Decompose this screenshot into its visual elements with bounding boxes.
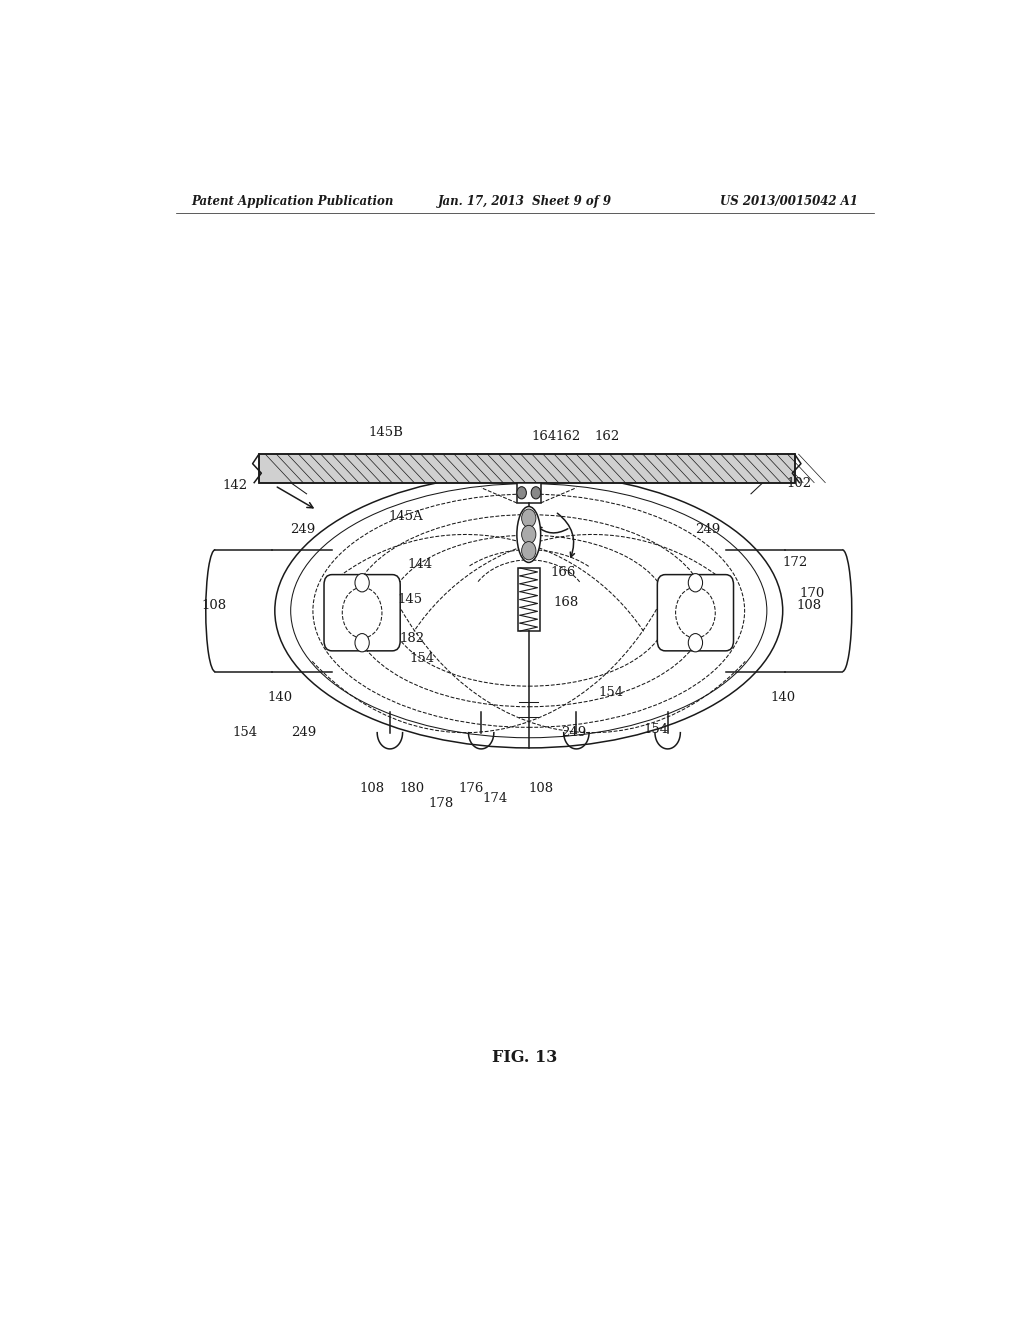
Text: 145B: 145B	[369, 426, 403, 440]
Text: 144: 144	[408, 558, 432, 572]
Text: Patent Application Publication: Patent Application Publication	[191, 194, 394, 207]
Text: 140: 140	[770, 690, 796, 704]
Circle shape	[521, 541, 536, 560]
Text: 108: 108	[359, 781, 385, 795]
Text: US 2013/0015042 A1: US 2013/0015042 A1	[720, 194, 858, 207]
Text: 178: 178	[429, 797, 454, 810]
Text: 182: 182	[399, 632, 425, 644]
Circle shape	[688, 574, 702, 591]
Circle shape	[355, 634, 370, 652]
Text: 180: 180	[399, 781, 425, 795]
Text: 249: 249	[561, 726, 587, 739]
Text: 140: 140	[268, 690, 293, 704]
Text: 249: 249	[292, 726, 316, 739]
Text: FIG. 13: FIG. 13	[493, 1049, 557, 1067]
Bar	[259, 454, 795, 483]
Text: 154: 154	[232, 726, 258, 739]
Text: 154: 154	[643, 723, 669, 737]
Text: 164: 164	[531, 430, 556, 444]
FancyBboxPatch shape	[657, 574, 733, 651]
Text: 102: 102	[786, 477, 811, 490]
Text: 168: 168	[553, 597, 579, 609]
Circle shape	[517, 487, 526, 499]
Text: 249: 249	[290, 523, 315, 536]
Text: 145: 145	[397, 593, 422, 606]
Text: 174: 174	[482, 792, 507, 805]
Text: 154: 154	[409, 652, 434, 665]
Circle shape	[688, 634, 702, 652]
Text: 154: 154	[598, 685, 623, 698]
Circle shape	[521, 510, 536, 528]
Ellipse shape	[517, 507, 541, 562]
Bar	[518, 568, 540, 631]
Bar	[517, 483, 541, 503]
Text: 162: 162	[556, 430, 581, 444]
Text: 145A: 145A	[388, 510, 423, 523]
Text: 170: 170	[800, 587, 824, 599]
Text: Jan. 17, 2013  Sheet 9 of 9: Jan. 17, 2013 Sheet 9 of 9	[438, 194, 611, 207]
Text: 249: 249	[694, 523, 720, 536]
Bar	[259, 454, 795, 483]
Text: 108: 108	[528, 781, 553, 795]
FancyBboxPatch shape	[324, 574, 400, 651]
Text: 142: 142	[222, 479, 248, 492]
Circle shape	[521, 525, 536, 544]
Text: 166: 166	[550, 565, 575, 578]
Circle shape	[355, 574, 370, 591]
Text: 162: 162	[595, 430, 620, 444]
Text: 176: 176	[458, 781, 483, 795]
Text: 108: 108	[797, 599, 821, 612]
Text: 108: 108	[201, 599, 226, 612]
Text: 172: 172	[782, 557, 807, 569]
Circle shape	[531, 487, 541, 499]
